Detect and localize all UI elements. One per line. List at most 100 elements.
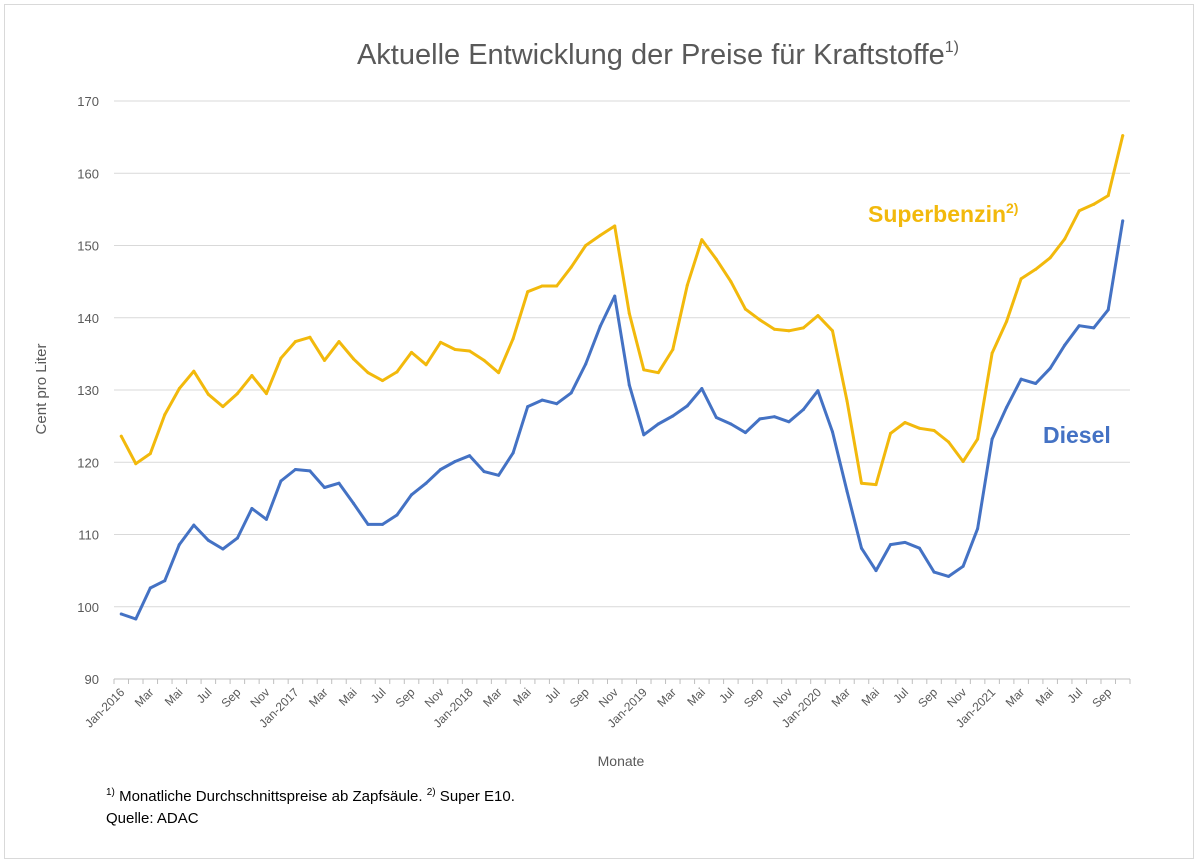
data-point-diesel [598,324,602,328]
data-point-superbenzin [1034,267,1038,271]
data-point-superbenzin [932,428,936,432]
data-point-diesel [627,383,631,387]
data-point-diesel [511,451,515,455]
data-point-superbenzin [221,405,225,409]
data-point-superbenzin [859,481,863,485]
data-point-superbenzin [918,426,922,430]
y-tick-label: 110 [78,528,99,543]
series-lines [119,134,1125,621]
data-point-diesel [729,422,733,426]
data-point-diesel [395,513,399,517]
data-point-diesel [961,564,965,568]
data-point-diesel [381,522,385,526]
data-point-diesel [1092,326,1096,330]
x-tick-label: Nov [944,685,969,710]
data-point-superbenzin [961,460,965,464]
data-point-diesel [584,362,588,366]
y-tick-label: 90 [85,672,99,687]
data-point-superbenzin [250,374,254,378]
data-point-superbenzin [134,462,138,466]
x-tick-label: Jul [716,685,737,706]
data-point-superbenzin [947,440,951,444]
legend-diesel: Diesel [1043,422,1111,448]
data-point-superbenzin [671,348,675,352]
x-tick-label: Jul [890,685,911,706]
data-point-diesel [453,460,457,464]
x-tick-label: Nov [770,685,795,710]
footnote-text-1: Monatliche Durchschnittspreise ab Zapfsä… [114,788,427,805]
y-tick-label: 130 [77,383,99,398]
data-point-diesel [351,501,355,505]
legend-superbenzin-label: Superbenzin [868,201,1006,227]
data-point-diesel [976,527,980,531]
data-point-superbenzin [511,337,515,341]
data-point-diesel [743,431,747,435]
data-point-diesel [889,543,893,547]
footnote-line-1: 1) Monatliche Durchschnittspreise ab Zap… [106,787,515,805]
data-point-diesel [613,294,617,298]
data-point-diesel [468,454,472,458]
data-point-superbenzin [395,370,399,374]
y-axis-label: Cent pro Liter [33,344,50,435]
data-point-superbenzin [1063,237,1067,241]
data-point-superbenzin [540,284,544,288]
data-point-diesel [642,433,646,437]
series-line-superbenzin [119,134,1125,487]
data-point-superbenzin [685,283,689,287]
data-point-diesel [439,467,443,471]
footnote-text-2: Super E10. [435,788,515,805]
data-point-diesel [714,415,718,419]
data-point-superbenzin [293,340,297,344]
data-point-superbenzin [526,290,530,294]
x-tick-label: Mar [654,685,679,710]
data-point-diesel [322,486,326,490]
data-point-superbenzin [903,421,907,425]
data-point-diesel [337,481,341,485]
data-point-superbenzin [177,387,181,391]
data-point-superbenzin [569,265,573,269]
data-point-superbenzin [584,244,588,247]
data-point-superbenzin [322,358,326,362]
data-point-superbenzin [772,327,776,331]
data-point-superbenzin [656,371,660,375]
data-point-diesel [555,402,559,406]
data-point-superbenzin [874,483,878,487]
data-point-diesel [1005,405,1009,409]
data-point-superbenzin [410,350,414,354]
x-tick-label: Mar [480,685,505,710]
data-point-superbenzin [192,369,196,373]
data-point-diesel [293,467,297,471]
data-point-diesel [830,430,834,434]
data-point-diesel [1034,381,1038,385]
data-point-superbenzin [468,349,472,353]
data-point-diesel [410,493,414,497]
x-tick-label: Mai [684,685,708,709]
data-point-superbenzin [482,358,486,362]
chart-title-superscript: 1) [945,39,959,56]
data-point-diesel [279,479,283,483]
data-point-diesel [192,523,196,527]
x-tick-label: Mai [162,685,186,709]
y-tick-label: 150 [77,239,99,254]
data-point-diesel [918,546,922,550]
y-tick-label: 120 [77,455,99,470]
data-point-diesel [947,574,951,578]
data-point-diesel [540,398,544,402]
footnote-sup-2: 2) [426,787,436,798]
data-point-superbenzin [990,351,994,355]
footnote-source: Quelle: ADAC [106,810,199,827]
data-point-superbenzin [424,363,428,367]
data-point-superbenzin [976,437,980,441]
data-point-superbenzin [627,311,631,315]
data-point-superbenzin [830,329,834,333]
data-point-superbenzin [119,434,123,438]
x-tick-label: Mar [829,685,854,710]
data-point-diesel [526,405,530,409]
data-point-diesel [816,389,820,393]
data-point-superbenzin [1048,256,1052,260]
data-point-superbenzin [381,379,385,383]
data-point-diesel [221,547,225,551]
data-point-superbenzin [279,356,283,360]
data-point-superbenzin [148,452,152,456]
data-point-diesel [1019,377,1023,381]
